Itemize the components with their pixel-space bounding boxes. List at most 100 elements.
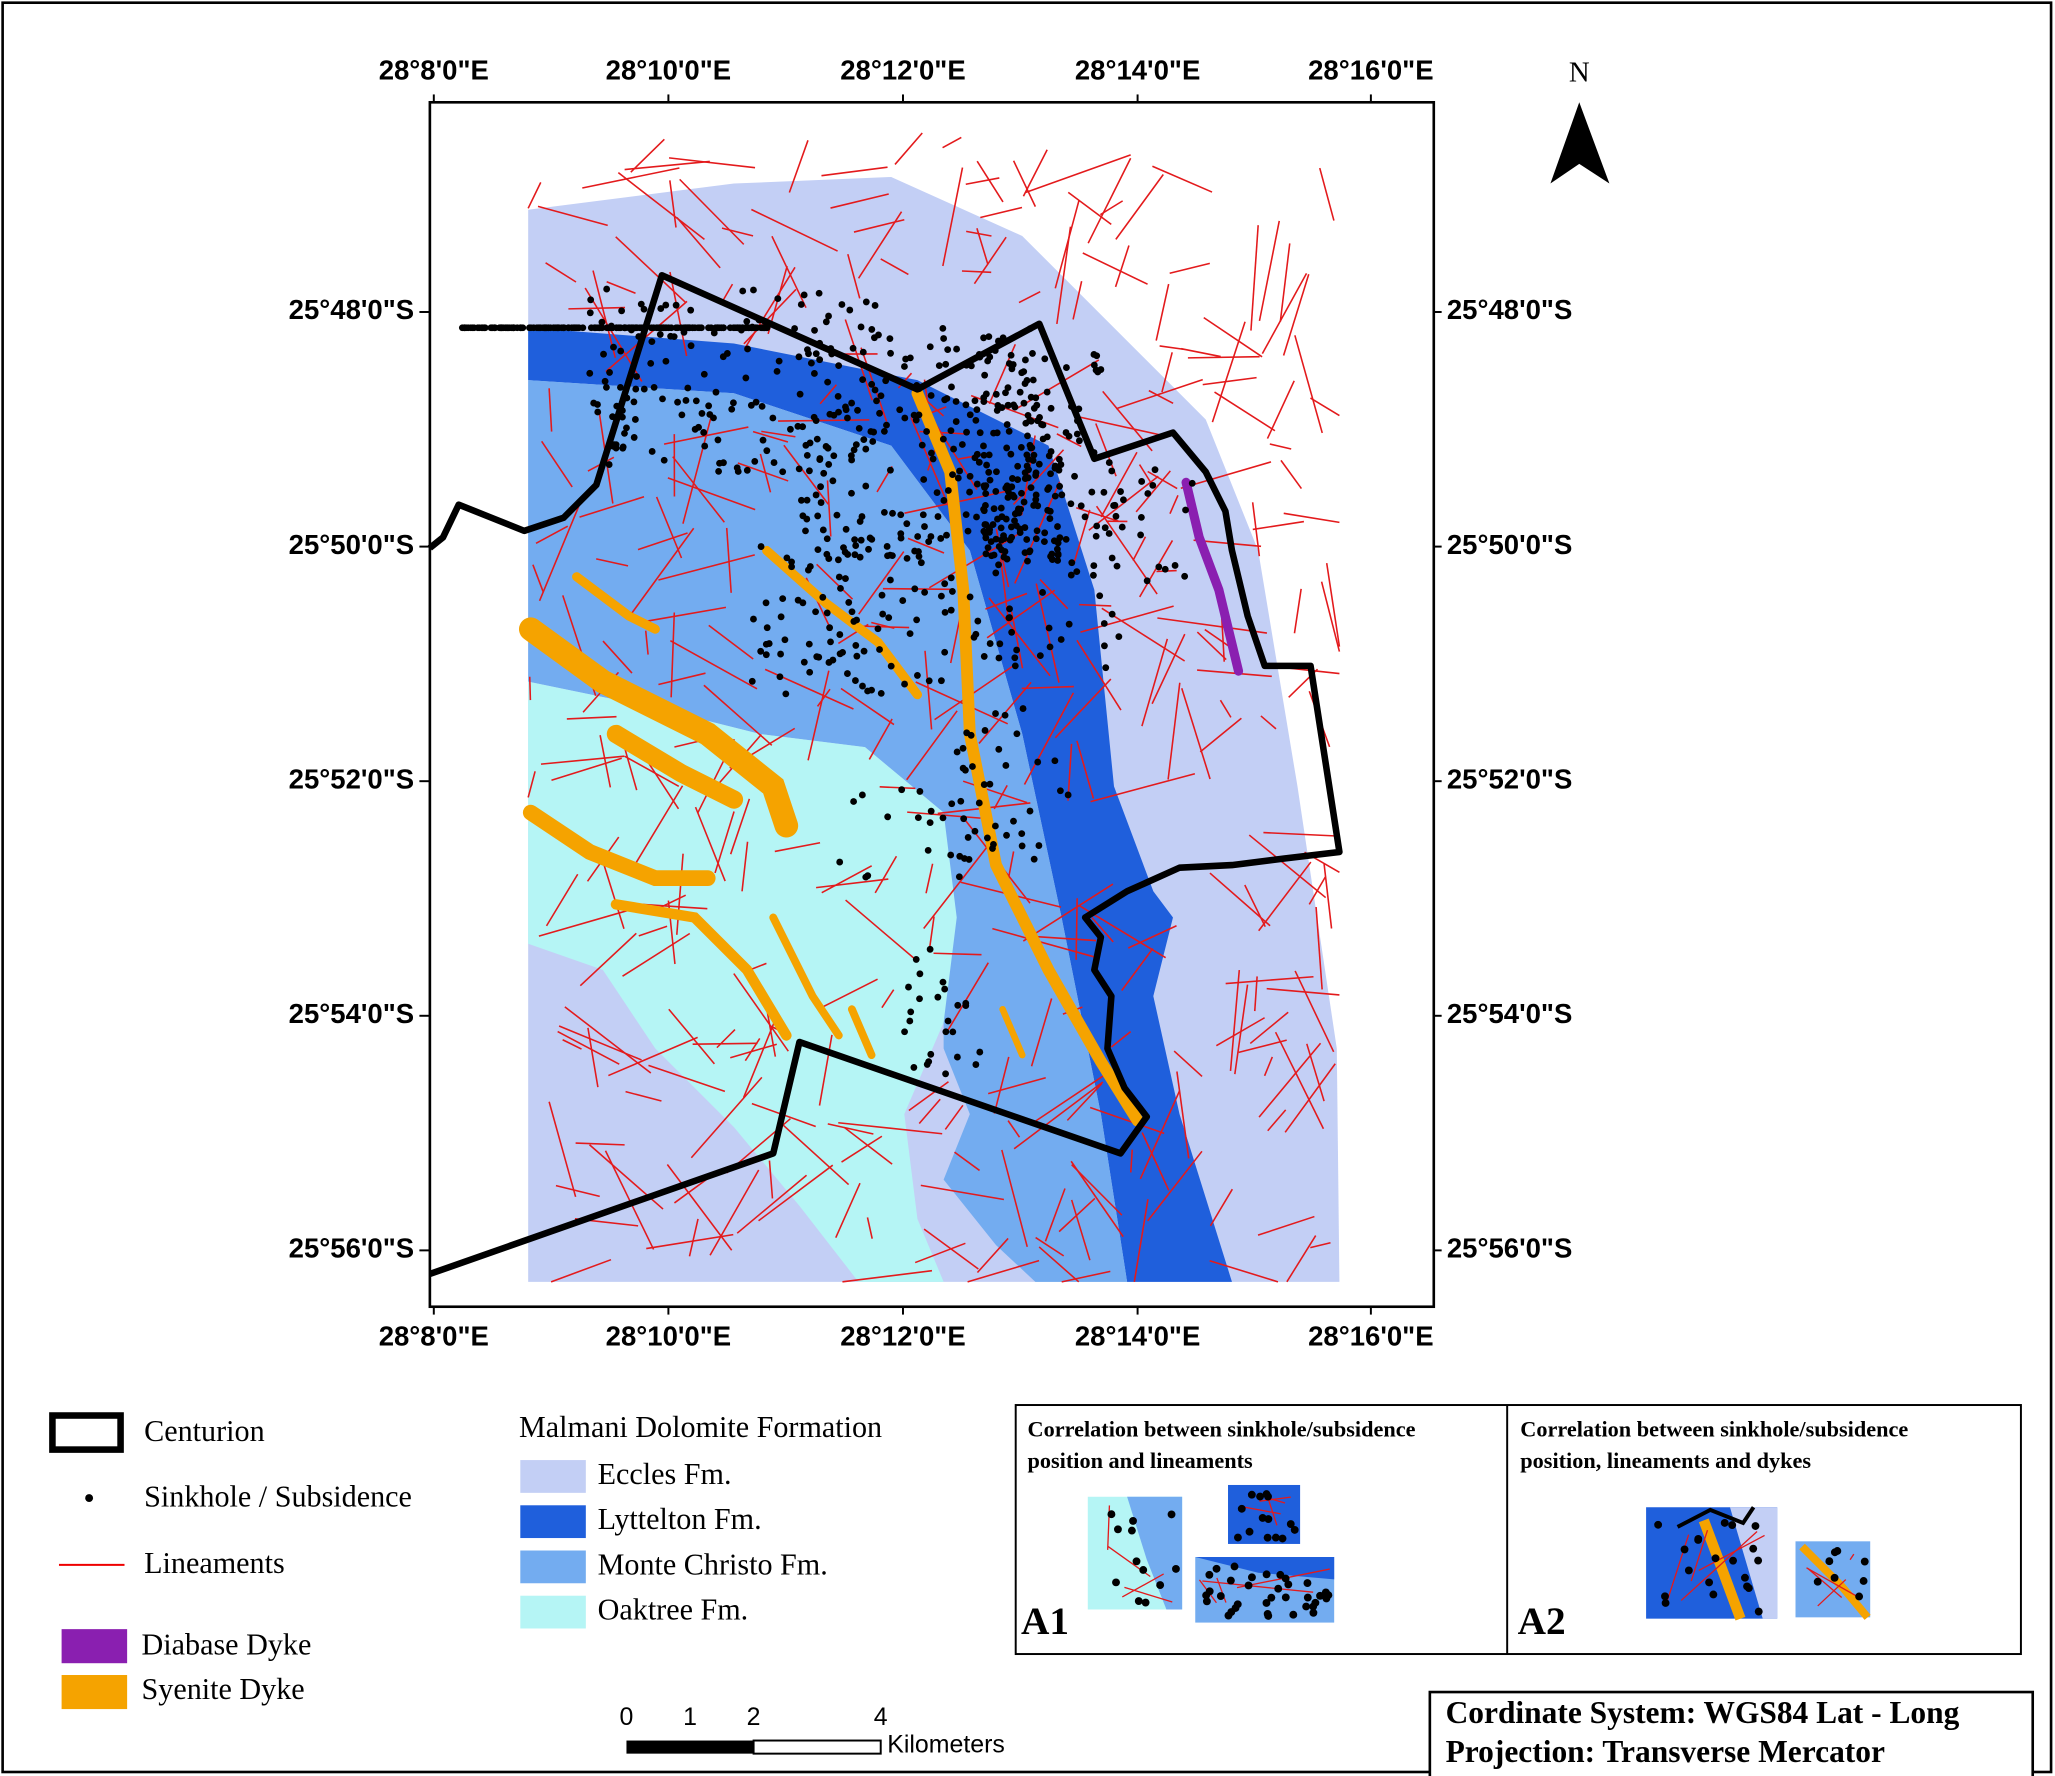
- sinkhole: [823, 535, 831, 543]
- sinkhole: [948, 800, 956, 808]
- sinkhole: [527, 324, 535, 332]
- legend-label: Lineaments: [144, 1546, 285, 1580]
- lineament: [1090, 772, 1196, 803]
- sinkhole: [1051, 492, 1059, 500]
- sinkhole: [613, 402, 621, 410]
- scale-bar-black: [626, 1740, 754, 1754]
- lineament: [1010, 611, 1024, 669]
- sinkhole: [500, 324, 508, 332]
- lineament: [1267, 1109, 1287, 1132]
- sinkhole: [617, 347, 625, 355]
- sinkhole: [857, 536, 865, 544]
- sinkhole: [777, 650, 784, 658]
- lineament: [625, 1090, 662, 1102]
- latitude-label: 25°50'0"S: [1447, 529, 1572, 560]
- sinkhole: [720, 459, 727, 467]
- sinkhole: [1004, 384, 1012, 392]
- sinkhole: [686, 324, 694, 332]
- sinkhole: [1008, 533, 1016, 541]
- lineament: [1133, 1199, 1149, 1282]
- lineament: [617, 172, 705, 241]
- sinkhole: [962, 401, 970, 409]
- sinkhole: [672, 301, 680, 309]
- sinkhole: [939, 435, 947, 443]
- inset-sinkhole: [1286, 1520, 1295, 1528]
- latitude-label: 25°48'0"S: [289, 294, 414, 325]
- sinkhole: [633, 373, 640, 380]
- lineament: [1269, 443, 1292, 450]
- sinkhole: [470, 324, 478, 332]
- sinkhole: [795, 353, 803, 361]
- sinkhole: [662, 357, 670, 365]
- lineament: [551, 757, 622, 782]
- sinkhole: [758, 402, 766, 410]
- sinkhole: [705, 402, 713, 410]
- sinkhole: [992, 535, 1000, 543]
- sinkhole: [1018, 489, 1025, 497]
- lineament: [558, 1025, 642, 1061]
- sinkhole: [1035, 460, 1043, 468]
- legend-syenite-symbol: [61, 1675, 128, 1710]
- lineament: [1056, 226, 1072, 325]
- sinkhole: [781, 636, 789, 644]
- sinkhole: [847, 452, 855, 460]
- lineament: [582, 167, 680, 189]
- sinkhole: [877, 392, 885, 400]
- inset-sinkhole: [1309, 1608, 1318, 1617]
- sinkhole: [947, 574, 955, 582]
- sinkhole: [953, 748, 961, 756]
- lineament: [668, 157, 756, 169]
- sinkhole: [964, 834, 972, 841]
- lineament: [1038, 1246, 1080, 1283]
- info-box: [1428, 1690, 2035, 1776]
- sinkhole: [1005, 427, 1013, 435]
- scale-label: 1: [683, 1703, 697, 1731]
- lineament: [1320, 581, 1341, 652]
- lineament: [535, 525, 569, 545]
- inset-a1-images: [1087, 1484, 1335, 1623]
- sinkhole: [820, 469, 828, 477]
- lineament: [605, 300, 688, 373]
- sinkhole: [855, 424, 863, 432]
- sinkhole: [954, 474, 962, 482]
- lineament: [1023, 692, 1075, 785]
- inset-sinkhole: [1833, 1547, 1842, 1555]
- lineament: [596, 558, 629, 567]
- sinkhole: [1008, 628, 1016, 636]
- latitude-label: 25°52'0"S: [1447, 763, 1572, 794]
- lineament: [966, 230, 992, 237]
- scale-label: 4: [874, 1703, 888, 1731]
- lineament: [1067, 191, 1112, 225]
- sinkhole: [924, 846, 932, 854]
- sinkhole: [788, 563, 796, 571]
- lineament: [1214, 391, 1276, 432]
- sinkhole: [1101, 524, 1109, 532]
- lineament: [679, 178, 745, 245]
- sinkhole: [905, 983, 912, 991]
- sinkhole: [674, 398, 681, 406]
- sinkhole: [997, 524, 1005, 532]
- lineament: [1196, 631, 1227, 661]
- sinkhole: [952, 398, 960, 405]
- sinkhole: [910, 1064, 918, 1071]
- lineament: [1306, 1043, 1325, 1102]
- lineament: [1007, 851, 1015, 879]
- inset-sinkhole: [1749, 1544, 1758, 1553]
- lineament: [527, 182, 542, 209]
- lineament: [874, 855, 898, 894]
- lineament: [1202, 376, 1257, 386]
- sinkhole: [1047, 448, 1055, 455]
- lineament: [646, 1233, 734, 1250]
- sinkhole: [916, 995, 923, 1003]
- lineament: [667, 477, 756, 511]
- lineament: [1035, 1069, 1113, 1122]
- sinkhole: [934, 513, 942, 520]
- sinkhole: [1161, 565, 1169, 573]
- sinkhole: [762, 651, 770, 659]
- sinkhole: [1002, 762, 1010, 769]
- sinkhole: [887, 662, 895, 670]
- legend-label: Diabase Dyke: [142, 1627, 312, 1661]
- sinkhole: [927, 807, 935, 815]
- sinkhole: [995, 543, 1003, 550]
- inset-sinkhole: [1728, 1521, 1737, 1530]
